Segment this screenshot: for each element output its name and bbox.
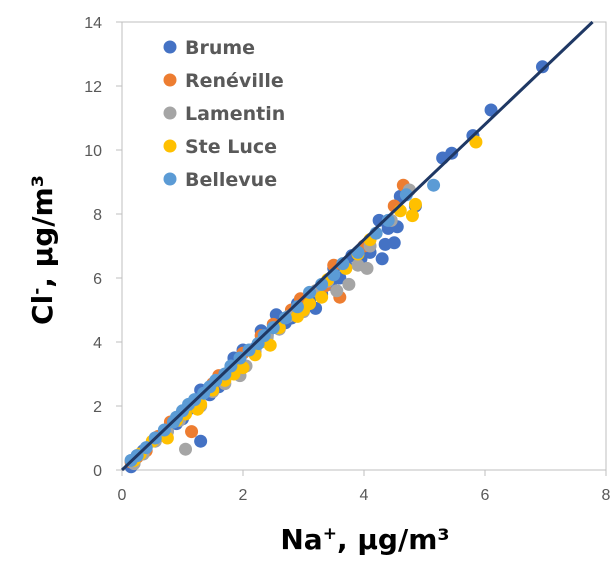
trendline-layer [120,20,594,472]
x-axis-title-base: Na [280,523,322,556]
y-axis-title-base: Cl [26,295,59,325]
data-point [381,213,395,227]
data-point [375,252,389,266]
data-point [408,197,422,211]
data-points [124,60,549,474]
x-axis-ticks: 0 2 4 6 8 [118,470,610,504]
y-tick-label: 12 [84,79,102,96]
data-point [436,151,450,165]
data-point [179,442,193,456]
data-point [194,434,208,448]
legend-label: Lamentin [185,103,285,125]
data-point [278,311,292,325]
legend-label: Ste Luce [185,136,277,158]
legend-label: Brume [185,37,255,59]
y-tick-label: 8 [93,207,102,224]
legend-marker [163,106,177,120]
data-point [342,277,356,291]
legend-label: Renéville [185,70,284,92]
y-axis-ticks: 0 2 4 6 8 10 12 14 [84,15,122,480]
data-point [290,300,304,314]
y-axis-title-rest: , µg/m³ [26,175,59,288]
data-point [330,284,344,298]
data-point [251,337,265,351]
legend-marker [163,172,177,186]
data-point [405,209,419,223]
data-point [336,257,350,271]
data-point [378,237,392,251]
y-tick-label: 2 [93,399,102,416]
y-axis-title-sup: - [27,288,47,295]
x-axis-title: Na+, µg/m³ [280,523,449,556]
legend-label: Bellevue [185,169,277,191]
data-point [315,290,329,304]
y-axis-title: Cl-, µg/m³ [26,175,59,325]
legend: Brume Renéville Lamentin Ste Luce Bellevue [163,37,285,191]
y-tick-label: 4 [93,335,102,352]
x-tick-label: 6 [481,487,490,504]
legend-marker [163,139,177,153]
trendline [120,20,594,472]
x-tick-label: 8 [602,487,610,504]
y-tick-label: 0 [93,463,102,480]
data-point [469,135,483,149]
x-tick-label: 4 [360,487,369,504]
x-axis-title-sup: + [323,524,337,544]
data-point [351,258,365,272]
data-point [427,178,441,192]
x-tick-label: 0 [118,487,127,504]
legend-marker [163,73,177,87]
data-point [185,425,199,439]
x-axis-title-rest: , µg/m³ [337,523,450,556]
legend-marker [163,40,177,54]
y-tick-label: 10 [84,143,102,160]
y-tick-label: 6 [93,271,102,288]
data-point [484,103,498,117]
x-tick-label: 2 [239,487,248,504]
y-tick-label: 14 [84,15,102,32]
data-point [535,60,549,74]
